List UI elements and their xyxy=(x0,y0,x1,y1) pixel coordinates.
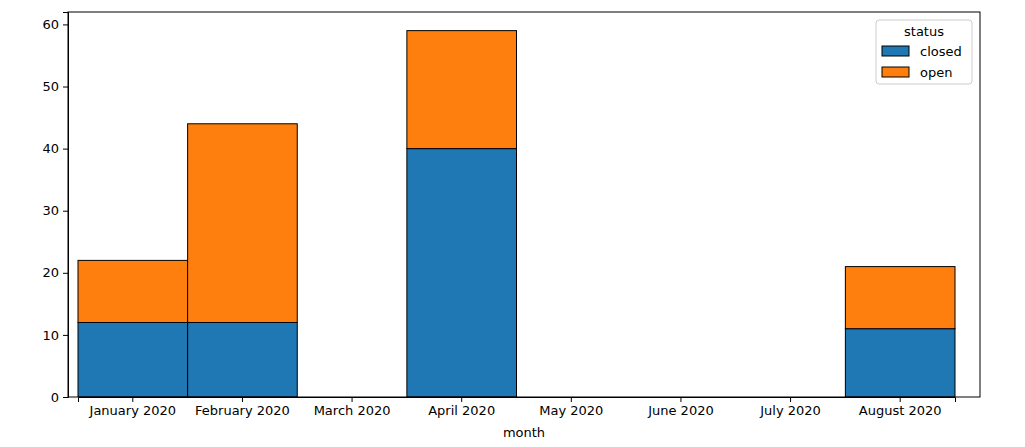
x-tick-mark xyxy=(242,397,243,402)
x-tick-mark xyxy=(571,397,572,402)
x-tick-label: May 2020 xyxy=(539,403,603,418)
y-tick: 30 xyxy=(42,203,68,218)
x-tick: January 2020 xyxy=(89,397,177,418)
bar xyxy=(188,322,298,397)
bar xyxy=(188,124,298,323)
x-tick: March 2020 xyxy=(314,397,391,418)
y-tick-label: 10 xyxy=(42,328,59,343)
legend-swatch xyxy=(882,46,909,56)
x-tick-mark xyxy=(461,397,462,402)
y-tick-mark xyxy=(63,397,68,398)
y-axis: 0 10 20 30 40 50 60 xyxy=(42,13,68,405)
y-tick: 40 xyxy=(42,141,68,156)
y-tick: 60 xyxy=(42,17,68,32)
bar xyxy=(845,329,955,397)
legend-label: open xyxy=(920,65,952,80)
y-tick-label: 30 xyxy=(42,203,59,218)
x-tick: August 2020 xyxy=(859,397,942,418)
bar xyxy=(407,31,517,149)
x-axis: January 2020 February 2020 March 2020 April… xyxy=(79,397,956,418)
y-tick-mark xyxy=(63,87,68,88)
x-tick-mark xyxy=(790,397,791,402)
y-tick-label: 40 xyxy=(42,141,59,156)
y-tick-label: 0 xyxy=(51,390,59,405)
y-tick-mark xyxy=(63,211,68,212)
x-tick-mark xyxy=(352,397,353,402)
y-tick-mark xyxy=(63,273,68,274)
legend: status closed open xyxy=(876,20,972,84)
x-tick-mark xyxy=(680,397,681,402)
x-tick-label: February 2020 xyxy=(195,403,290,418)
chart: 0 10 20 30 40 50 60 January 2020 February 2020 Ma… xyxy=(0,0,1025,447)
x-tick: May 2020 xyxy=(539,397,603,418)
y-tick-mark xyxy=(63,24,68,25)
x-tick: June 2020 xyxy=(647,397,714,418)
x-tick: February 2020 xyxy=(195,397,290,418)
x-tick-label: July 2020 xyxy=(759,403,821,418)
y-tick-mark xyxy=(63,335,68,336)
bar xyxy=(845,267,955,329)
legend-box xyxy=(876,20,972,84)
x-axis-line xyxy=(79,398,956,403)
legend-swatch xyxy=(882,67,909,77)
x-tick-label: April 2020 xyxy=(428,403,495,418)
x-tick-label: August 2020 xyxy=(859,403,942,418)
y-tick-label: 50 xyxy=(42,79,59,94)
y-tick: 0 xyxy=(51,390,68,405)
legend-label: closed xyxy=(920,44,962,59)
y-tick: 10 xyxy=(42,328,68,343)
x-tick: April 2020 xyxy=(428,397,495,418)
y-tick-label: 60 xyxy=(42,17,59,32)
x-tick: July 2020 xyxy=(759,397,821,418)
x-axis-title: month xyxy=(503,425,545,440)
legend-title: status xyxy=(904,24,944,39)
x-tick-label: March 2020 xyxy=(314,403,391,418)
y-tick: 50 xyxy=(42,79,68,94)
x-tick-mark xyxy=(132,397,133,402)
y-tick-mark xyxy=(63,149,68,150)
bar xyxy=(407,149,517,397)
y-tick-label: 20 xyxy=(42,265,59,280)
y-tick: 20 xyxy=(42,265,68,280)
plot-frame xyxy=(68,12,980,397)
x-tick-label: June 2020 xyxy=(647,403,714,418)
bar xyxy=(78,260,188,322)
bars xyxy=(78,31,955,397)
bar xyxy=(78,322,188,397)
x-tick-label: January 2020 xyxy=(89,403,177,418)
x-tick-mark xyxy=(900,397,901,402)
